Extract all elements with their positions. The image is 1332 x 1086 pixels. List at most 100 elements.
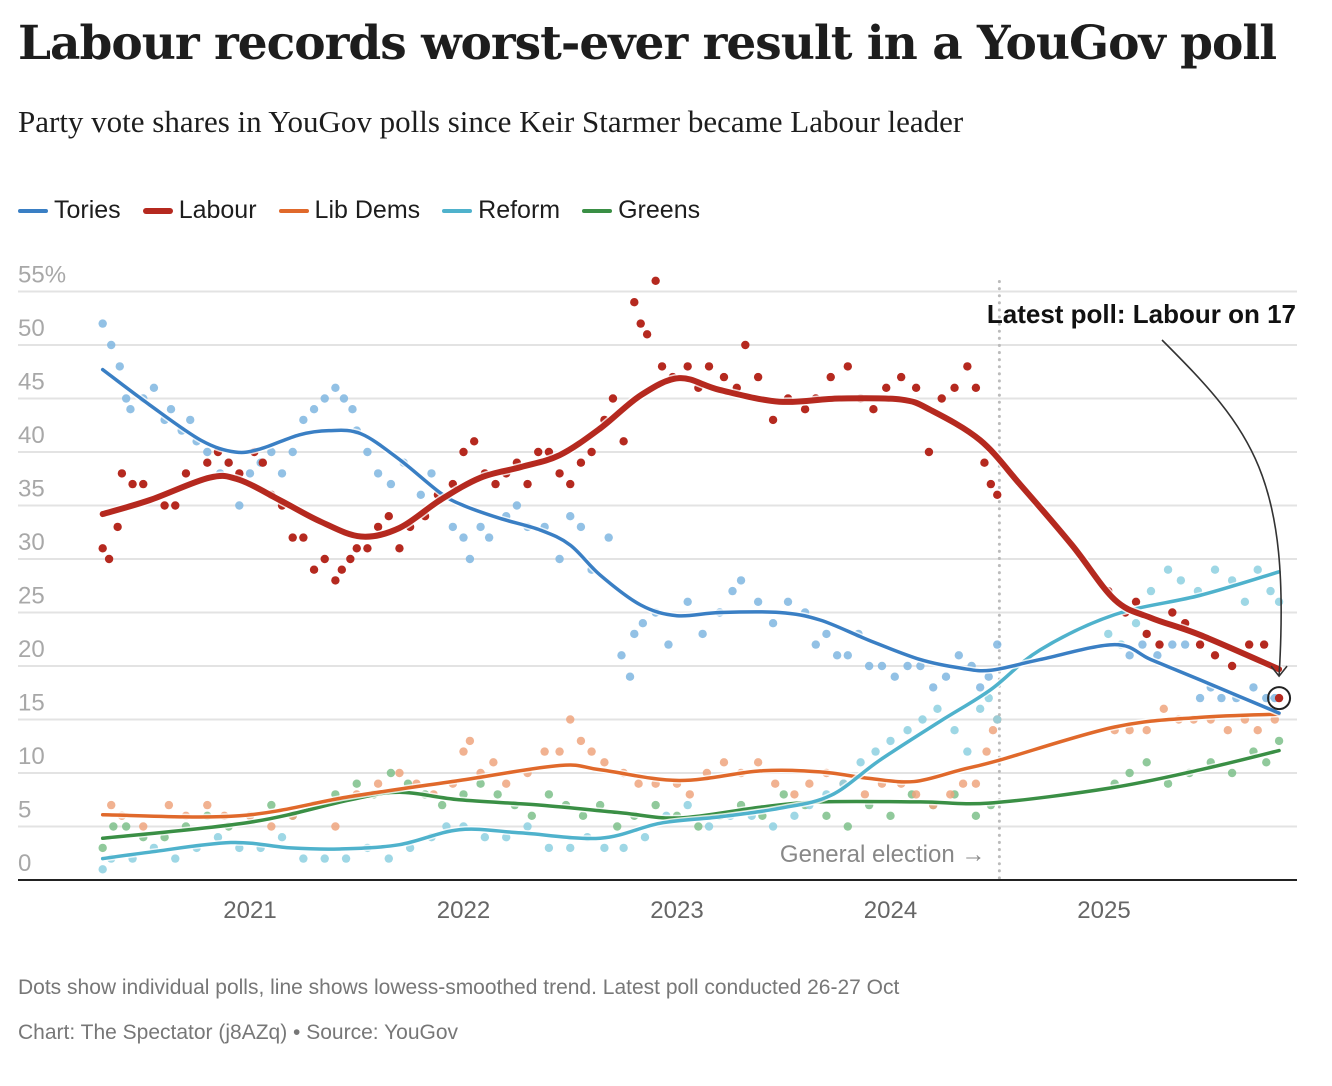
poll-dot-greens (595, 800, 605, 810)
poll-dot-tories (753, 597, 763, 606)
poll-dot-tories (309, 405, 319, 414)
trend-line-reform (100, 570, 1281, 861)
poll-dot-libdems (555, 747, 564, 756)
poll-dot-tories (373, 469, 383, 478)
poll-dot-labour (800, 405, 810, 414)
poll-dot-libdems (1223, 726, 1233, 735)
poll-dot-tories (604, 533, 613, 542)
poll-dot-libdems (946, 790, 955, 799)
poll-dot-labour (636, 319, 645, 328)
legend-swatch-greens (582, 208, 613, 213)
poll-dot-libdems (634, 779, 643, 788)
trend-line-labour (99, 375, 1283, 673)
poll-dot-labour (352, 544, 361, 553)
poll-dot-tories (1195, 693, 1205, 703)
poll-dot-reform (600, 843, 609, 853)
poll-dot-labour (986, 479, 996, 489)
poll-dot-tories (98, 319, 107, 328)
poll-dot-reform (299, 854, 308, 863)
poll-dot-reform (1253, 565, 1262, 574)
poll-dot-labour (971, 383, 981, 392)
y-tick-label: 10 (18, 743, 45, 770)
x-tick-label: 2022 (437, 897, 490, 924)
poll-dot-greens (109, 822, 118, 831)
poll-dot-tories (877, 661, 887, 671)
poll-dot-greens (694, 822, 703, 831)
poll-dot-greens (476, 779, 485, 788)
poll-dot-labour (258, 458, 268, 467)
poll-dot-reform (886, 736, 895, 746)
legend-item-tories[interactable]: Tories (18, 196, 121, 225)
poll-dot-reform (341, 854, 351, 863)
poll-dot-tories (664, 640, 673, 649)
poll-dot-labour (566, 479, 575, 489)
poll-dot-greens (267, 800, 276, 810)
poll-dot-libdems (753, 758, 763, 767)
poll-dot-labour (181, 469, 191, 478)
legend-item-libdems[interactable]: Lib Dems (278, 196, 421, 225)
poll-dot-greens (578, 811, 588, 820)
poll-dot-reform (277, 833, 287, 842)
legend-label: Tories (54, 196, 121, 224)
poll-dot-labour (882, 383, 891, 392)
poll-dot-tories (512, 501, 522, 510)
poll-dot-tories (1153, 651, 1162, 660)
poll-dot-labour (826, 372, 835, 382)
latest-poll-highlight-circle (1267, 686, 1292, 711)
legend-swatch-libdems (278, 208, 309, 213)
poll-dot-labour (719, 372, 729, 382)
poll-dot-greens (886, 811, 895, 820)
poll-dot-tories (975, 683, 985, 692)
poll-dot-greens (1142, 758, 1151, 767)
poll-dot-labour (1210, 651, 1220, 660)
poll-dot-greens (1163, 779, 1173, 788)
poll-dot-labour (587, 447, 596, 457)
poll-dot-libdems (107, 800, 116, 810)
poll-dot-reform (933, 704, 942, 713)
poll-dot-reform (903, 726, 912, 735)
poll-dot-labour (104, 554, 114, 564)
poll-dot-reform (768, 822, 778, 831)
y-tick-label: 40 (18, 422, 45, 449)
poll-dot-labour (704, 362, 714, 371)
poll-dot-tories (267, 447, 276, 457)
poll-dot-tories (1138, 640, 1147, 649)
poll-dot-greens (1227, 768, 1237, 778)
legend-item-greens[interactable]: Greens (582, 196, 700, 225)
poll-dot-reform (856, 758, 865, 767)
trend-line-halo-tories (99, 366, 1283, 717)
poll-dot-tories (1180, 640, 1190, 649)
poll-dot-reform (963, 747, 972, 756)
poll-dot-tories (427, 469, 436, 478)
poll-dot-labour (203, 458, 212, 467)
legend-item-labour[interactable]: Labour (142, 196, 257, 225)
trend-lines (98, 366, 1284, 862)
y-axis-ticks: 0 5 10 15 20 25 30 35 40 45 50 55% (18, 262, 66, 878)
y-tick-label: 20 (18, 636, 45, 663)
poll-dot-tories (941, 672, 951, 681)
legend-item-reform[interactable]: Reform (442, 196, 560, 225)
legend-label: Lib Dems (314, 196, 421, 224)
poll-dot-tories (832, 651, 842, 660)
poll-dot-greens (1125, 768, 1134, 778)
poll-dot-labour (128, 479, 137, 489)
poll-dot-labour (534, 447, 543, 457)
poll-dot-greens (1262, 758, 1271, 767)
poll-dot-libdems (1125, 726, 1134, 735)
arrowhead-icon (1270, 665, 1288, 678)
poll-dot-tories (783, 597, 793, 606)
y-tick-label: 55% (18, 262, 66, 289)
poll-dot-tories (576, 522, 586, 532)
poll-dot-reform (566, 843, 575, 853)
poll-dot-reform (320, 854, 329, 863)
poll-dot-reform (704, 822, 714, 831)
poll-dot-libdems (860, 790, 870, 799)
poll-dot-tories (698, 629, 707, 639)
poll-dot-tories (363, 447, 372, 457)
poll-dot-libdems (502, 779, 511, 788)
y-tick-label: 0 (18, 850, 31, 877)
poll-dot-tories (1168, 640, 1177, 649)
poll-dot-labour (1259, 640, 1269, 649)
poll-dot-labour (469, 437, 479, 446)
poll-dot-libdems (685, 790, 695, 799)
